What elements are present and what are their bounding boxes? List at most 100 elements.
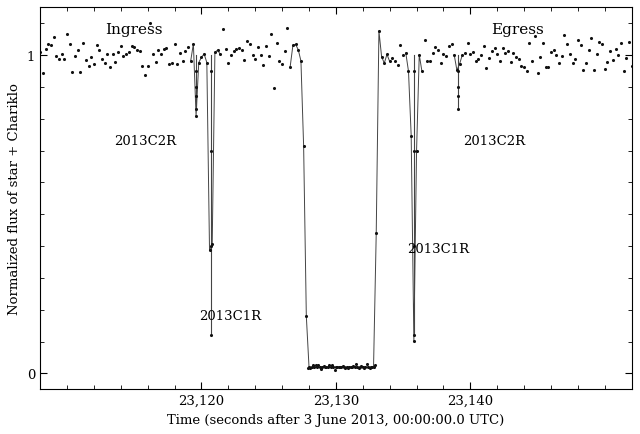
Point	[264, 54, 274, 61]
Point	[543, 64, 554, 71]
Point	[457, 53, 467, 59]
Point	[541, 65, 551, 72]
Text: 2013C2R: 2013C2R	[114, 135, 176, 148]
Point	[323, 364, 333, 371]
Point	[362, 361, 372, 368]
Point	[546, 49, 556, 56]
Point	[150, 59, 161, 66]
Point	[406, 133, 416, 140]
Point	[167, 60, 177, 67]
Point	[492, 51, 502, 58]
Point	[425, 58, 435, 65]
Point	[454, 61, 465, 68]
Point	[49, 34, 59, 41]
Point	[573, 37, 583, 44]
X-axis label: Time (seconds after 3 June 2013, 00:00:00.0 UTC): Time (seconds after 3 June 2013, 00:00:0…	[167, 413, 504, 426]
Point	[205, 68, 216, 75]
Point	[231, 46, 241, 53]
Point	[374, 28, 384, 35]
Point	[92, 43, 102, 49]
Point	[360, 364, 371, 371]
Point	[89, 62, 99, 69]
Point	[351, 361, 361, 368]
Point	[453, 94, 463, 101]
Point	[186, 58, 196, 65]
Point	[303, 365, 313, 372]
Point	[589, 67, 599, 74]
Point	[355, 364, 365, 371]
Point	[433, 47, 443, 54]
Point	[67, 70, 77, 77]
Point	[188, 41, 198, 48]
Point	[129, 44, 140, 51]
Point	[199, 51, 209, 58]
Point	[358, 364, 368, 371]
Point	[145, 20, 156, 27]
Point	[403, 69, 413, 76]
Point	[414, 52, 424, 59]
Point	[600, 66, 610, 73]
Point	[312, 364, 322, 371]
Point	[202, 60, 212, 67]
Point	[170, 42, 180, 49]
Point	[354, 365, 364, 372]
Point	[191, 94, 201, 101]
Point	[428, 51, 438, 58]
Point	[516, 64, 527, 71]
Point	[325, 364, 335, 371]
Point	[204, 247, 214, 254]
Point	[207, 241, 218, 248]
Point	[121, 52, 131, 59]
Point	[371, 230, 381, 237]
Point	[346, 364, 356, 371]
Point	[602, 59, 612, 66]
Point	[172, 62, 182, 69]
Point	[570, 56, 580, 63]
Point	[304, 364, 314, 371]
Point	[508, 50, 518, 57]
Point	[352, 364, 362, 371]
Point	[465, 51, 476, 58]
Point	[363, 364, 373, 371]
Point	[385, 59, 395, 66]
Point	[161, 46, 172, 53]
Point	[239, 58, 250, 65]
Point	[164, 61, 174, 68]
Text: 2013C2R: 2013C2R	[463, 135, 525, 148]
Point	[307, 364, 317, 371]
Point	[244, 41, 255, 48]
Point	[309, 364, 319, 371]
Point	[266, 31, 276, 38]
Point	[348, 363, 358, 370]
Point	[332, 364, 342, 371]
Point	[519, 64, 529, 71]
Point	[376, 54, 387, 61]
Point	[367, 363, 378, 370]
Point	[38, 70, 48, 77]
Point	[46, 43, 56, 49]
Point	[453, 68, 463, 75]
Point	[468, 49, 478, 56]
Point	[248, 52, 258, 59]
Point	[140, 72, 150, 79]
Point	[308, 362, 318, 368]
Point	[288, 43, 298, 50]
Point	[398, 53, 408, 59]
Text: Ingress: Ingress	[106, 23, 163, 37]
Point	[551, 52, 561, 59]
Point	[196, 55, 207, 62]
Point	[237, 47, 247, 54]
Point	[205, 243, 216, 250]
Point	[148, 51, 158, 58]
Point	[226, 53, 236, 59]
Y-axis label: Normalized flux of star + Chariklo: Normalized flux of star + Chariklo	[8, 83, 21, 315]
Point	[527, 59, 538, 66]
Point	[277, 62, 287, 69]
Point	[597, 42, 607, 49]
Point	[419, 37, 429, 44]
Point	[275, 58, 285, 65]
Point	[390, 59, 400, 66]
Point	[409, 148, 419, 155]
Point	[156, 52, 166, 59]
Point	[497, 46, 508, 53]
